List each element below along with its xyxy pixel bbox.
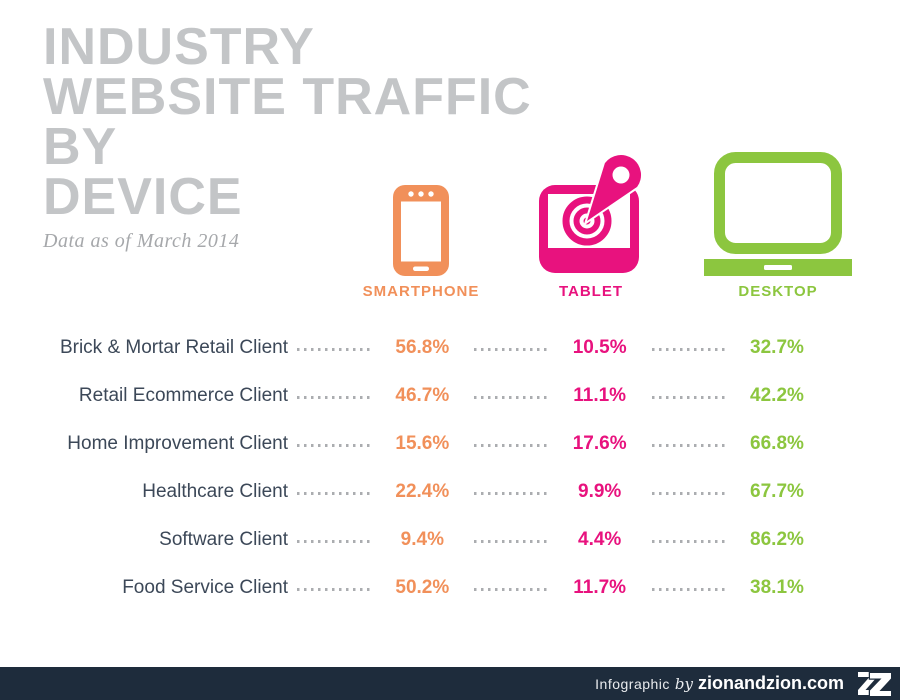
dotted-leader: [474, 443, 548, 447]
table-row: Healthcare Client 22.4% 9.9% 67.7%: [45, 468, 820, 516]
tablet-value: 10.5%: [572, 337, 627, 358]
dotted-leader: [651, 587, 725, 591]
table-row: Food Service Client 50.2% 11.7% 38.1%: [45, 564, 820, 612]
row-label: Software Client: [159, 529, 288, 550]
row-label: Home Improvement Client: [67, 433, 288, 454]
smartphone-value: 46.7%: [395, 385, 450, 406]
tablet-value: 11.1%: [573, 385, 627, 406]
dotted-leader: [651, 539, 725, 543]
dotted-leader: [651, 347, 725, 351]
table-row: Home Improvement Client 15.6% 17.6% 66.8…: [45, 420, 820, 468]
column-header-desktop: DESKTOP: [738, 283, 818, 300]
desktop-value: 32.7%: [750, 337, 804, 358]
desktop-value: 38.1%: [750, 577, 804, 598]
table-row: Brick & Mortar Retail Client 56.8% 10.5%…: [45, 324, 820, 372]
row-label: Brick & Mortar Retail Client: [59, 337, 288, 358]
smartphone-value: 9.4%: [400, 529, 444, 550]
footer-bar: Infographic by zionandzion.com: [0, 667, 900, 700]
traffic-table: Brick & Mortar Retail Client 56.8% 10.5%…: [45, 324, 820, 612]
row-label: Retail Ecommerce Client: [78, 385, 288, 406]
column-header-smartphone: SMARTPHONE: [362, 283, 480, 300]
row-label: Healthcare Client: [142, 481, 288, 502]
footer-credit-label: Infographic: [595, 675, 670, 692]
dotted-leader: [651, 395, 725, 399]
smartphone-value: 15.6%: [395, 433, 450, 454]
dotted-leader: [651, 443, 725, 447]
page-title-line-3: BY: [43, 118, 118, 176]
smartphone-value: 50.2%: [395, 577, 450, 598]
title-block: INDUSTRY WEBSITE TRAFFIC BY DEVICE Data …: [43, 18, 532, 253]
page-title-line-2: WEBSITE TRAFFIC: [43, 68, 532, 126]
smartphone-icon: [393, 185, 449, 281]
dotted-leader: [297, 491, 371, 495]
dotted-leader: [297, 443, 371, 447]
tablet-value: 9.9%: [578, 481, 622, 502]
smartphone-value: 22.4%: [395, 481, 450, 502]
page-title-line-1: INDUSTRY: [43, 18, 315, 76]
table-row: Retail Ecommerce Client 46.7% 11.1% 42.2…: [45, 372, 820, 420]
table-row: Software Client 9.4% 4.4% 86.2%: [45, 516, 820, 564]
smartphone-value: 56.8%: [395, 337, 450, 358]
column-header-tablet: TABLET: [558, 283, 624, 300]
desktop-value: 86.2%: [750, 529, 804, 550]
dotted-leader: [474, 587, 548, 591]
desktop-value: 67.7%: [750, 481, 804, 502]
tablet-value: 17.6%: [572, 433, 627, 454]
zion-zz-logo-icon: [858, 671, 892, 697]
tablet-icon: [537, 151, 643, 280]
tablet-value: 4.4%: [578, 529, 622, 550]
row-label: Food Service Client: [122, 577, 288, 598]
desktop-icon: [704, 152, 852, 281]
dotted-leader: [474, 347, 548, 351]
dotted-leader: [297, 587, 371, 591]
dotted-leader: [474, 491, 548, 495]
tablet-value: 11.7%: [573, 577, 627, 598]
footer-site-link[interactable]: zionandzion.com: [698, 673, 844, 693]
dotted-leader: [474, 539, 548, 543]
dotted-leader: [297, 539, 371, 543]
dotted-leader: [297, 347, 371, 351]
dotted-leader: [297, 395, 371, 399]
dotted-leader: [651, 491, 725, 495]
dotted-leader: [474, 395, 548, 399]
desktop-value: 42.2%: [750, 385, 804, 406]
page-title-line-4: DEVICE: [43, 168, 243, 226]
desktop-value: 66.8%: [750, 433, 804, 454]
footer-by-label: by: [674, 674, 693, 693]
data-date-note: Data as of March 2014: [43, 230, 240, 252]
